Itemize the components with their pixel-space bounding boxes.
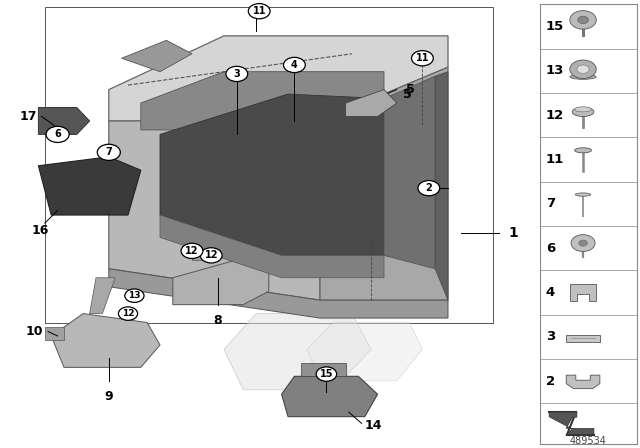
Text: 13: 13 (128, 291, 141, 300)
Polygon shape (173, 260, 269, 305)
Text: 11: 11 (546, 153, 564, 166)
Ellipse shape (575, 107, 591, 112)
Circle shape (570, 11, 596, 29)
Text: 12: 12 (122, 309, 134, 318)
Ellipse shape (575, 193, 591, 196)
Polygon shape (435, 72, 448, 300)
Text: 17: 17 (19, 110, 36, 123)
Circle shape (118, 307, 138, 320)
Ellipse shape (575, 148, 591, 153)
Circle shape (316, 367, 337, 381)
Text: 12: 12 (204, 250, 218, 260)
Text: 9: 9 (104, 390, 113, 403)
Text: 5: 5 (406, 83, 415, 96)
Polygon shape (307, 323, 422, 381)
Polygon shape (109, 36, 448, 121)
Circle shape (284, 57, 305, 73)
Text: 15: 15 (546, 20, 564, 33)
Text: 13: 13 (546, 65, 564, 78)
Circle shape (248, 4, 270, 19)
Circle shape (46, 126, 69, 142)
Text: 16: 16 (32, 224, 49, 237)
Polygon shape (109, 121, 320, 300)
Circle shape (226, 66, 248, 82)
Circle shape (577, 65, 589, 73)
Polygon shape (301, 363, 346, 376)
Polygon shape (90, 278, 115, 314)
Circle shape (579, 240, 588, 246)
Polygon shape (230, 242, 256, 260)
Polygon shape (51, 314, 160, 367)
Circle shape (571, 235, 595, 251)
Polygon shape (141, 72, 384, 130)
Text: 3: 3 (234, 69, 240, 79)
Polygon shape (160, 94, 384, 255)
Text: 5: 5 (403, 87, 412, 101)
Text: 8: 8 (213, 314, 222, 327)
Polygon shape (160, 215, 384, 278)
Text: 14: 14 (365, 419, 382, 432)
Circle shape (125, 289, 144, 302)
Text: 6: 6 (54, 129, 61, 139)
Text: 12: 12 (185, 246, 199, 256)
Text: 11: 11 (415, 53, 429, 63)
Text: 10: 10 (26, 325, 43, 338)
Polygon shape (192, 242, 211, 260)
Circle shape (418, 181, 440, 196)
Text: 11: 11 (252, 6, 266, 16)
Circle shape (578, 16, 588, 24)
Polygon shape (38, 108, 90, 134)
Polygon shape (346, 90, 397, 116)
Text: 4: 4 (546, 286, 555, 299)
Polygon shape (549, 412, 594, 435)
Text: 1: 1 (509, 226, 518, 240)
Polygon shape (320, 67, 448, 300)
Ellipse shape (570, 74, 596, 79)
Text: 15: 15 (319, 369, 333, 379)
Text: 12: 12 (546, 109, 564, 122)
Polygon shape (45, 327, 64, 340)
Circle shape (200, 248, 222, 263)
Text: 4: 4 (291, 60, 298, 70)
Ellipse shape (572, 107, 594, 116)
Text: 7: 7 (106, 147, 112, 157)
Text: 2: 2 (426, 183, 432, 193)
Text: 7: 7 (546, 197, 555, 211)
Polygon shape (38, 157, 141, 215)
Polygon shape (384, 76, 435, 269)
Polygon shape (566, 335, 600, 342)
Text: 3: 3 (546, 330, 555, 343)
Polygon shape (570, 284, 596, 301)
Polygon shape (224, 314, 371, 390)
Circle shape (97, 144, 120, 160)
Circle shape (570, 60, 596, 78)
Text: 2: 2 (546, 375, 555, 388)
Polygon shape (566, 375, 600, 388)
Text: 6: 6 (546, 241, 555, 254)
Circle shape (412, 51, 433, 66)
Polygon shape (122, 40, 192, 72)
Text: 489534: 489534 (570, 436, 607, 446)
Polygon shape (282, 376, 378, 417)
Polygon shape (109, 269, 448, 318)
Circle shape (181, 243, 203, 258)
